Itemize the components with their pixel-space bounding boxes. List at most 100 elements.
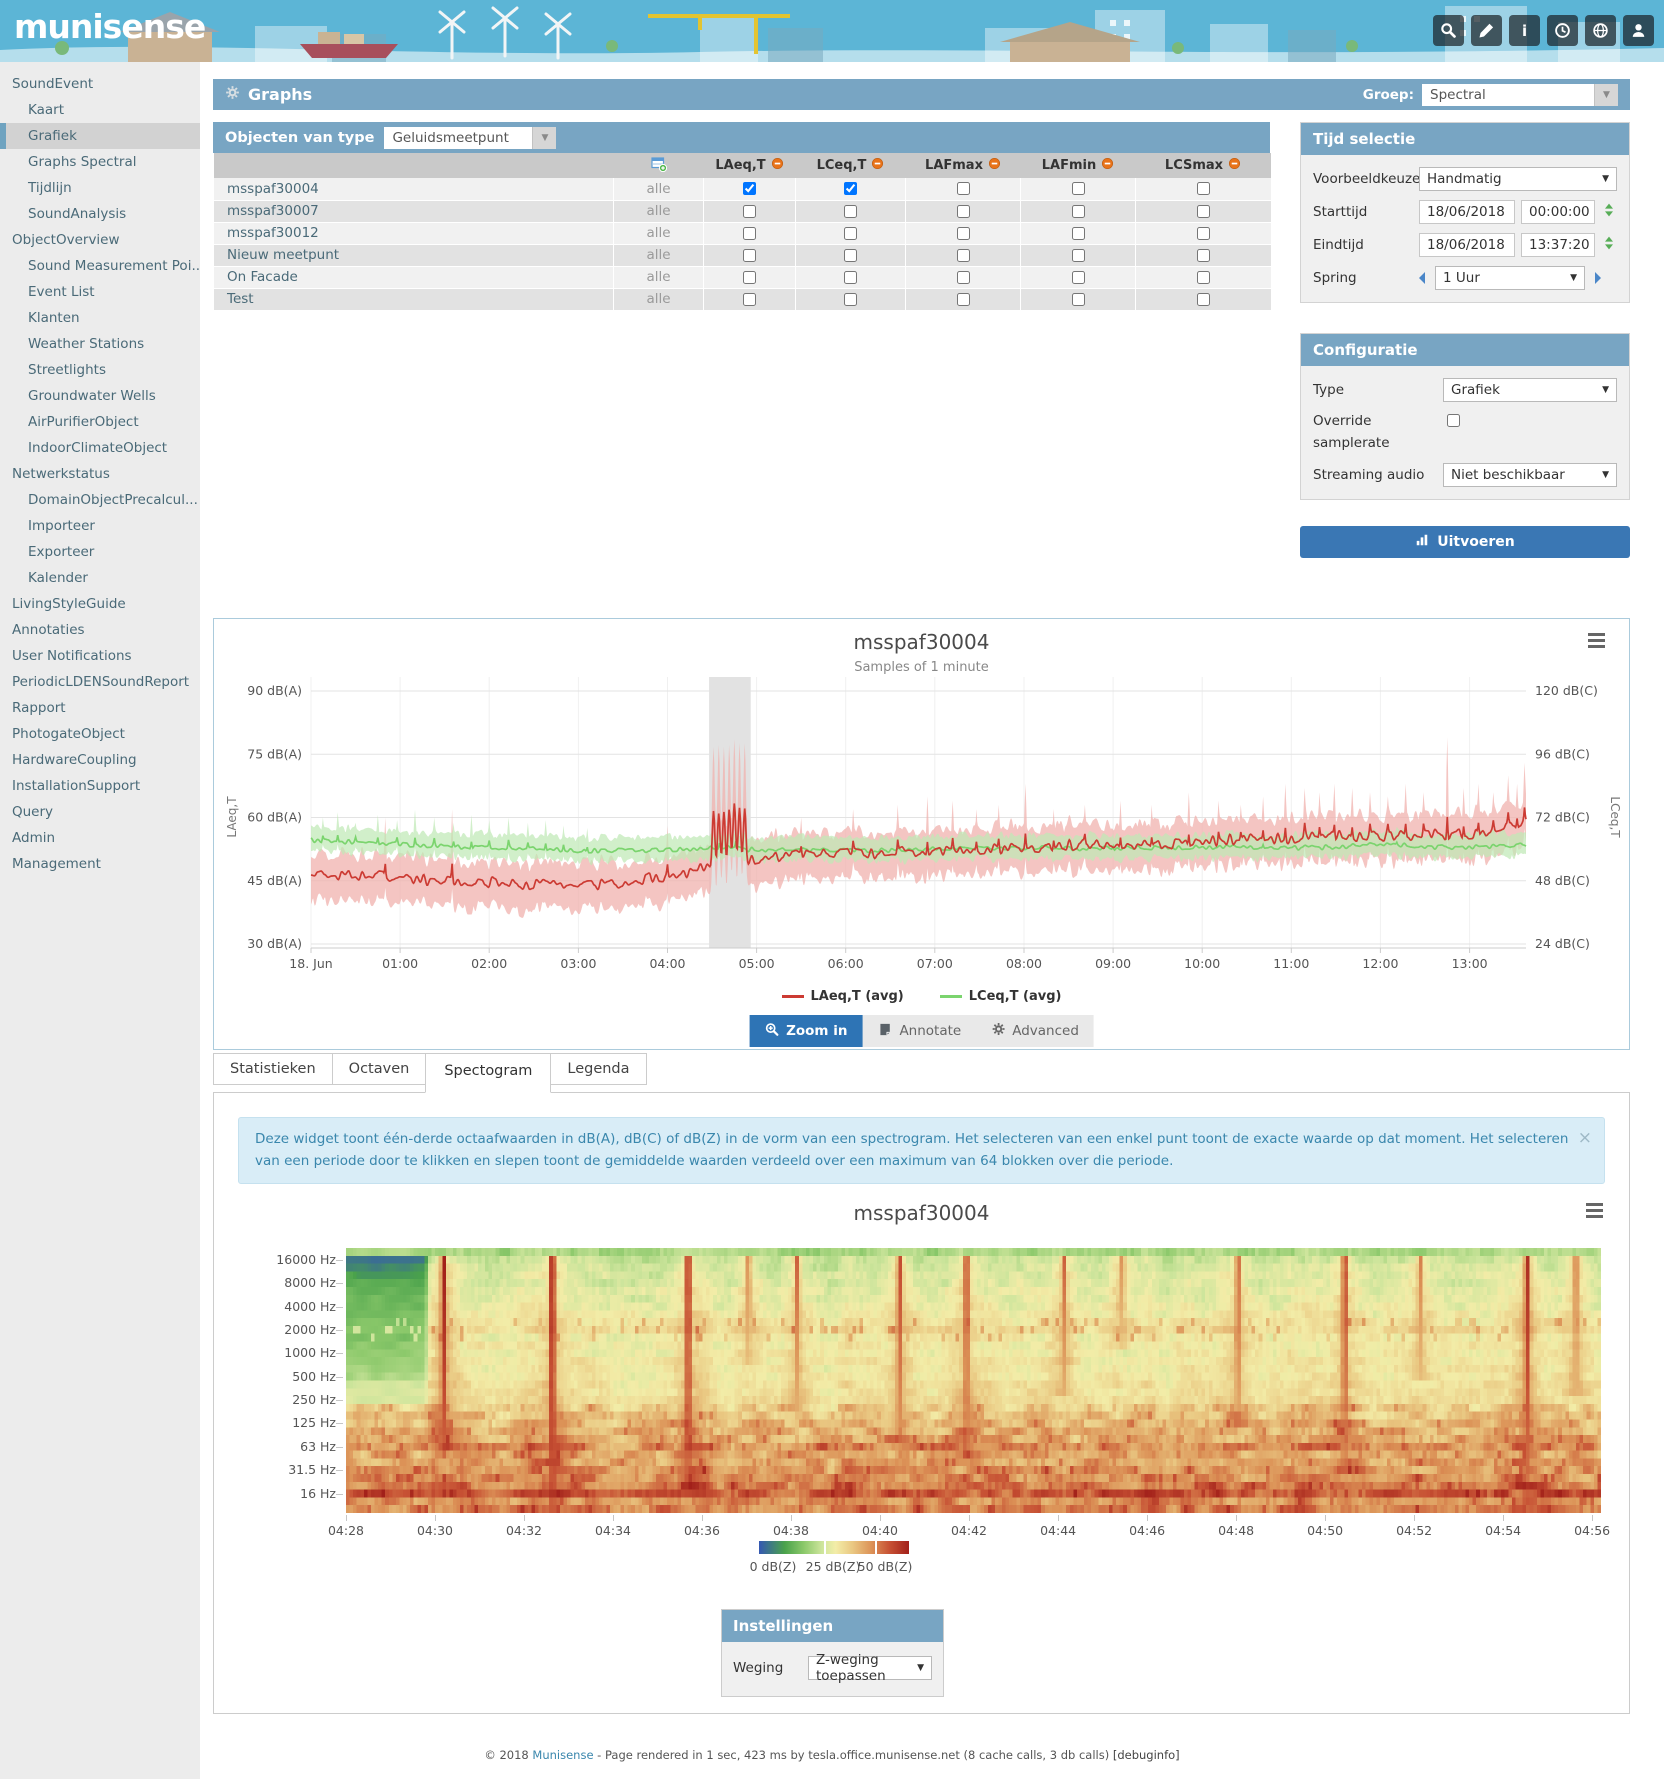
weging-select[interactable]: Z-weging toepassen▼: [808, 1656, 932, 1680]
metric-checkbox-lafmin[interactable]: [1072, 205, 1085, 218]
type-select[interactable]: Grafiek▼: [1443, 378, 1617, 402]
sidebar-item-sound-measurement-poi-[interactable]: Sound Measurement Poi...: [0, 253, 200, 279]
metric-checkbox-lceqt[interactable]: [844, 293, 857, 306]
start-date-input[interactable]: 18/06/2018: [1419, 200, 1515, 224]
remove-column-icon[interactable]: [1101, 157, 1114, 174]
step-back-icon[interactable]: [1419, 272, 1425, 284]
metric-checkbox-lcsmax[interactable]: [1197, 227, 1210, 240]
remove-column-icon[interactable]: [871, 157, 884, 174]
add-column-icon[interactable]: [614, 153, 704, 178]
metric-checkbox-lcsmax[interactable]: [1197, 293, 1210, 306]
sidebar-item-exporteer[interactable]: Exporteer: [0, 539, 200, 565]
line-chart[interactable]: 18. Jun01:0002:0003:0004:0005:0006:0007:…: [214, 677, 1631, 987]
sidebar-item-klanten[interactable]: Klanten: [0, 305, 200, 331]
zoom-in-button[interactable]: Zoom in: [749, 1015, 862, 1047]
remove-column-icon[interactable]: [771, 157, 784, 174]
metric-checkbox-lafmax[interactable]: [957, 249, 970, 262]
annotate-button[interactable]: Annotate: [862, 1015, 976, 1047]
sidebar-item-photogateobject[interactable]: PhotogateObject: [0, 721, 200, 747]
tab-legenda[interactable]: Legenda: [550, 1053, 646, 1085]
info-icon[interactable]: i: [1509, 15, 1540, 46]
voorbeeldkeuzes-select[interactable]: Handmatig▼: [1419, 167, 1617, 191]
spectrogram-heatmap[interactable]: [346, 1248, 1601, 1513]
uitvoeren-button[interactable]: Uitvoeren: [1300, 526, 1630, 558]
sidebar-item-user-notifications[interactable]: User Notifications: [0, 643, 200, 669]
object-name[interactable]: On Facade: [214, 266, 614, 288]
scope-label[interactable]: alle: [614, 200, 704, 222]
object-name[interactable]: Nieuw meetpunt: [214, 244, 614, 266]
remove-column-icon[interactable]: [1228, 157, 1241, 174]
sidebar-item-netwerkstatus[interactable]: Netwerkstatus: [0, 461, 200, 487]
sidebar-item-kaart[interactable]: Kaart: [0, 97, 200, 123]
globe-icon[interactable]: [1585, 15, 1616, 46]
metric-checkbox-lcsmax[interactable]: [1197, 249, 1210, 262]
scope-label[interactable]: alle: [614, 244, 704, 266]
metric-checkbox-laeqt[interactable]: [743, 227, 756, 240]
chart-menu-icon[interactable]: [1588, 633, 1605, 648]
advanced-button[interactable]: Advanced: [976, 1015, 1094, 1047]
clock-icon[interactable]: [1547, 15, 1578, 46]
object-name[interactable]: msspaf30004: [214, 178, 614, 200]
debuginfo-link[interactable]: [debuginfo]: [1113, 1748, 1180, 1762]
sidebar-item-grafiek[interactable]: Grafiek: [0, 123, 200, 149]
metric-checkbox-lafmin[interactable]: [1072, 271, 1085, 284]
streaming-select[interactable]: Niet beschikbaar▼: [1443, 463, 1617, 487]
metric-checkbox-lcsmax[interactable]: [1197, 271, 1210, 284]
chevron-down-icon[interactable]: ▼: [1594, 84, 1618, 106]
sidebar-item-importeer[interactable]: Importeer: [0, 513, 200, 539]
metric-checkbox-lafmax[interactable]: [957, 205, 970, 218]
spring-select[interactable]: 1 Uur▼: [1435, 266, 1585, 290]
metric-checkbox-lafmax[interactable]: [957, 227, 970, 240]
metric-checkbox-lafmax[interactable]: [957, 293, 970, 306]
user-icon[interactable]: [1623, 15, 1654, 46]
pencil-icon[interactable]: [1471, 15, 1502, 46]
sidebar-item-soundanalysis[interactable]: SoundAnalysis: [0, 201, 200, 227]
metric-checkbox-laeqt[interactable]: [743, 249, 756, 262]
sidebar-item-weather-stations[interactable]: Weather Stations: [0, 331, 200, 357]
scope-label[interactable]: alle: [614, 222, 704, 244]
search-icon[interactable]: [1433, 15, 1464, 46]
sidebar-item-graphs-spectral[interactable]: Graphs Spectral: [0, 149, 200, 175]
sidebar-item-periodicldensoundreport[interactable]: PeriodicLDENSoundReport: [0, 669, 200, 695]
metric-checkbox-laeqt[interactable]: [743, 205, 756, 218]
metric-checkbox-lafmin[interactable]: [1072, 249, 1085, 262]
object-name[interactable]: msspaf30012: [214, 222, 614, 244]
sidebar-item-installationsupport[interactable]: InstallationSupport: [0, 773, 200, 799]
sidebar-item-annotaties[interactable]: Annotaties: [0, 617, 200, 643]
end-date-input[interactable]: 18/06/2018: [1419, 233, 1515, 257]
metric-checkbox-lafmin[interactable]: [1072, 182, 1085, 195]
scope-label[interactable]: alle: [614, 288, 704, 310]
chevron-down-icon[interactable]: ▼: [532, 127, 556, 149]
sidebar-item-kalender[interactable]: Kalender: [0, 565, 200, 591]
sidebar-item-admin[interactable]: Admin: [0, 825, 200, 851]
scope-label[interactable]: alle: [614, 266, 704, 288]
sidebar-item-indoorclimateobject[interactable]: IndoorClimateObject: [0, 435, 200, 461]
sidebar-item-objectoverview[interactable]: ObjectOverview: [0, 227, 200, 253]
sidebar-item-tijdlijn[interactable]: Tijdlijn: [0, 175, 200, 201]
metric-checkbox-lafmin[interactable]: [1072, 227, 1085, 240]
sidebar-item-event-list[interactable]: Event List: [0, 279, 200, 305]
metric-checkbox-laeqt[interactable]: [743, 293, 756, 306]
metric-checkbox-lceqt[interactable]: [844, 182, 857, 195]
colorscale-bar[interactable]: [759, 1541, 909, 1554]
start-time-input[interactable]: 00:00:00: [1521, 200, 1595, 224]
sidebar-item-domainobjectprecalcul-[interactable]: DomainObjectPrecalcul...: [0, 487, 200, 513]
groep-select[interactable]: Spectral ▼: [1422, 84, 1618, 106]
metric-checkbox-lafmax[interactable]: [957, 271, 970, 284]
remove-column-icon[interactable]: [988, 157, 1001, 174]
object-type-select[interactable]: Geluidsmeetpunt ▼: [384, 127, 556, 149]
override-samplerate-checkbox[interactable]: [1447, 414, 1460, 427]
sidebar-item-rapport[interactable]: Rapport: [0, 695, 200, 721]
scope-label[interactable]: alle: [614, 178, 704, 200]
sidebar-item-soundevent[interactable]: SoundEvent: [0, 71, 200, 97]
sidebar-item-groundwater-wells[interactable]: Groundwater Wells: [0, 383, 200, 409]
tab-octaven[interactable]: Octaven: [332, 1053, 427, 1085]
end-time-input[interactable]: 13:37:20: [1521, 233, 1595, 257]
metric-checkbox-lcsmax[interactable]: [1197, 182, 1210, 195]
sidebar-item-management[interactable]: Management: [0, 851, 200, 877]
chart-menu-icon[interactable]: [1586, 1203, 1603, 1218]
metric-checkbox-laeqt[interactable]: [743, 182, 756, 195]
metric-checkbox-lceqt[interactable]: [844, 205, 857, 218]
sidebar-item-query[interactable]: Query: [0, 799, 200, 825]
metric-checkbox-laeqt[interactable]: [743, 271, 756, 284]
